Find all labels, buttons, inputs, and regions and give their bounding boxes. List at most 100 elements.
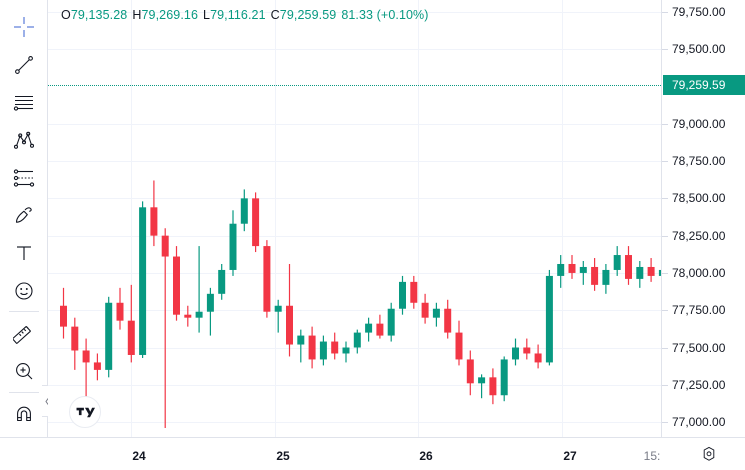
candle-body	[71, 326, 79, 351]
brush-icon[interactable]	[5, 196, 43, 234]
candle-body	[625, 255, 632, 279]
candle-body	[613, 255, 621, 270]
time-tick-label: 24	[132, 449, 146, 463]
legend-high-label: H	[132, 8, 142, 22]
candle-body	[591, 266, 599, 285]
candle-body	[534, 353, 542, 363]
legend-high-value: 79,269.16	[141, 8, 198, 22]
candle-body	[365, 323, 373, 333]
ruler-icon[interactable]	[5, 314, 43, 352]
emoji-icon[interactable]	[5, 272, 43, 310]
candle-body	[60, 305, 67, 327]
price-tick-dash	[662, 235, 668, 237]
candle-body	[286, 305, 293, 345]
gridline-horizontal	[48, 198, 661, 200]
left-drawing-toolbar	[0, 0, 48, 470]
candle-body	[466, 359, 474, 384]
price-tick-dash	[662, 422, 668, 424]
candle-body	[139, 207, 147, 355]
price-tick-dash	[662, 272, 668, 274]
candle-body	[150, 207, 158, 236]
candle-body	[636, 266, 644, 279]
candle-body	[116, 302, 124, 321]
legend-low-label: L	[203, 8, 211, 22]
zoom-in-icon[interactable]	[5, 352, 43, 390]
gridline-vertical	[131, 0, 132, 437]
candle-body	[240, 198, 248, 224]
price-tick-dash	[662, 123, 668, 125]
legend-close-label: C	[270, 8, 280, 22]
price-tick-label: 79,750.00	[672, 4, 726, 19]
gridline-horizontal	[48, 49, 661, 51]
candle-body	[229, 223, 237, 270]
chart-gridlines	[48, 0, 661, 437]
toolbar-divider	[8, 391, 39, 393]
candle-body	[342, 347, 350, 354]
candle-body	[658, 269, 661, 276]
gridline-vertical	[418, 0, 419, 437]
price-tick-label: 78,750.00	[672, 154, 726, 169]
candle-body	[173, 256, 180, 315]
toolbar-divider	[8, 311, 39, 313]
candle-body	[489, 377, 497, 396]
price-tick-dash	[662, 49, 668, 51]
gridline-horizontal	[48, 272, 661, 274]
gridline-horizontal	[48, 11, 661, 13]
candle-body	[410, 281, 418, 303]
legend-low-value: 79,116.21	[210, 8, 266, 22]
time-tick-label: 26	[419, 449, 433, 463]
price-tick-dash	[662, 11, 668, 13]
gridline-horizontal	[48, 310, 661, 312]
price-axis[interactable]: 79,750.00 79,500.00 79,000.00 78,750.00 78,5…	[661, 0, 745, 437]
text-icon[interactable]	[5, 234, 43, 272]
pitchfork-icon[interactable]	[5, 121, 43, 159]
candle-body	[444, 308, 452, 333]
candle-body	[206, 293, 214, 312]
tradingview-logo[interactable]	[69, 396, 101, 428]
legend-open-value: 79,135.28	[70, 8, 128, 22]
candle-body	[252, 198, 260, 247]
forecast-icon[interactable]	[5, 159, 43, 197]
price-tick-label: 79,000.00	[672, 116, 726, 131]
candle-body	[579, 266, 587, 273]
candle-body	[421, 302, 429, 318]
gridline-vertical	[562, 0, 563, 437]
candle-body	[105, 302, 113, 370]
candle-body	[557, 263, 565, 276]
crosshair-icon[interactable]	[5, 8, 43, 46]
candle-body	[331, 341, 339, 354]
price-tick-label: 78,000.00	[672, 265, 726, 280]
ohlc-legend: O 79,135.28 H 79,269.16 L 79,116.21 C 79…	[61, 8, 429, 22]
candle-body	[545, 275, 553, 363]
candle-body	[568, 263, 576, 273]
legend-open-label: O	[61, 8, 71, 22]
horizontal-lines-icon[interactable]	[5, 83, 43, 121]
trend-line-icon[interactable]	[5, 46, 43, 84]
candle-body	[353, 332, 361, 348]
settings-target-icon[interactable]	[700, 445, 718, 463]
price-tick-label: 78,500.00	[672, 191, 726, 206]
candle-body	[376, 323, 384, 336]
gridline-horizontal	[48, 123, 661, 125]
price-tick-label: 77,000.00	[672, 415, 726, 430]
candle-body	[523, 347, 531, 354]
current-price-line	[48, 85, 661, 87]
time-axis[interactable]: 24 25 26 27 15:	[0, 437, 745, 470]
candle-body	[387, 308, 395, 336]
gridline-horizontal	[48, 347, 661, 349]
gridline-horizontal	[48, 422, 661, 424]
candle-body	[500, 359, 508, 396]
candle-body	[93, 362, 101, 370]
price-tick-label: 79,500.00	[672, 42, 726, 57]
gridline-horizontal	[48, 161, 661, 163]
time-tick-label: 27	[563, 449, 577, 463]
chart-canvas[interactable]: O 79,135.28 H 79,269.16 L 79,116.21 C 79…	[48, 0, 661, 437]
gridline-vertical	[275, 0, 276, 437]
price-tick-label: 77,750.00	[672, 303, 726, 318]
candle-body	[263, 246, 271, 312]
magnet-icon[interactable]	[5, 395, 43, 433]
current-price-badge[interactable]: 79,259.59	[663, 75, 745, 96]
legend-change-value: 81.33 (+0.10%)	[341, 8, 429, 22]
candle-body	[647, 266, 655, 276]
candle-body	[82, 350, 90, 363]
